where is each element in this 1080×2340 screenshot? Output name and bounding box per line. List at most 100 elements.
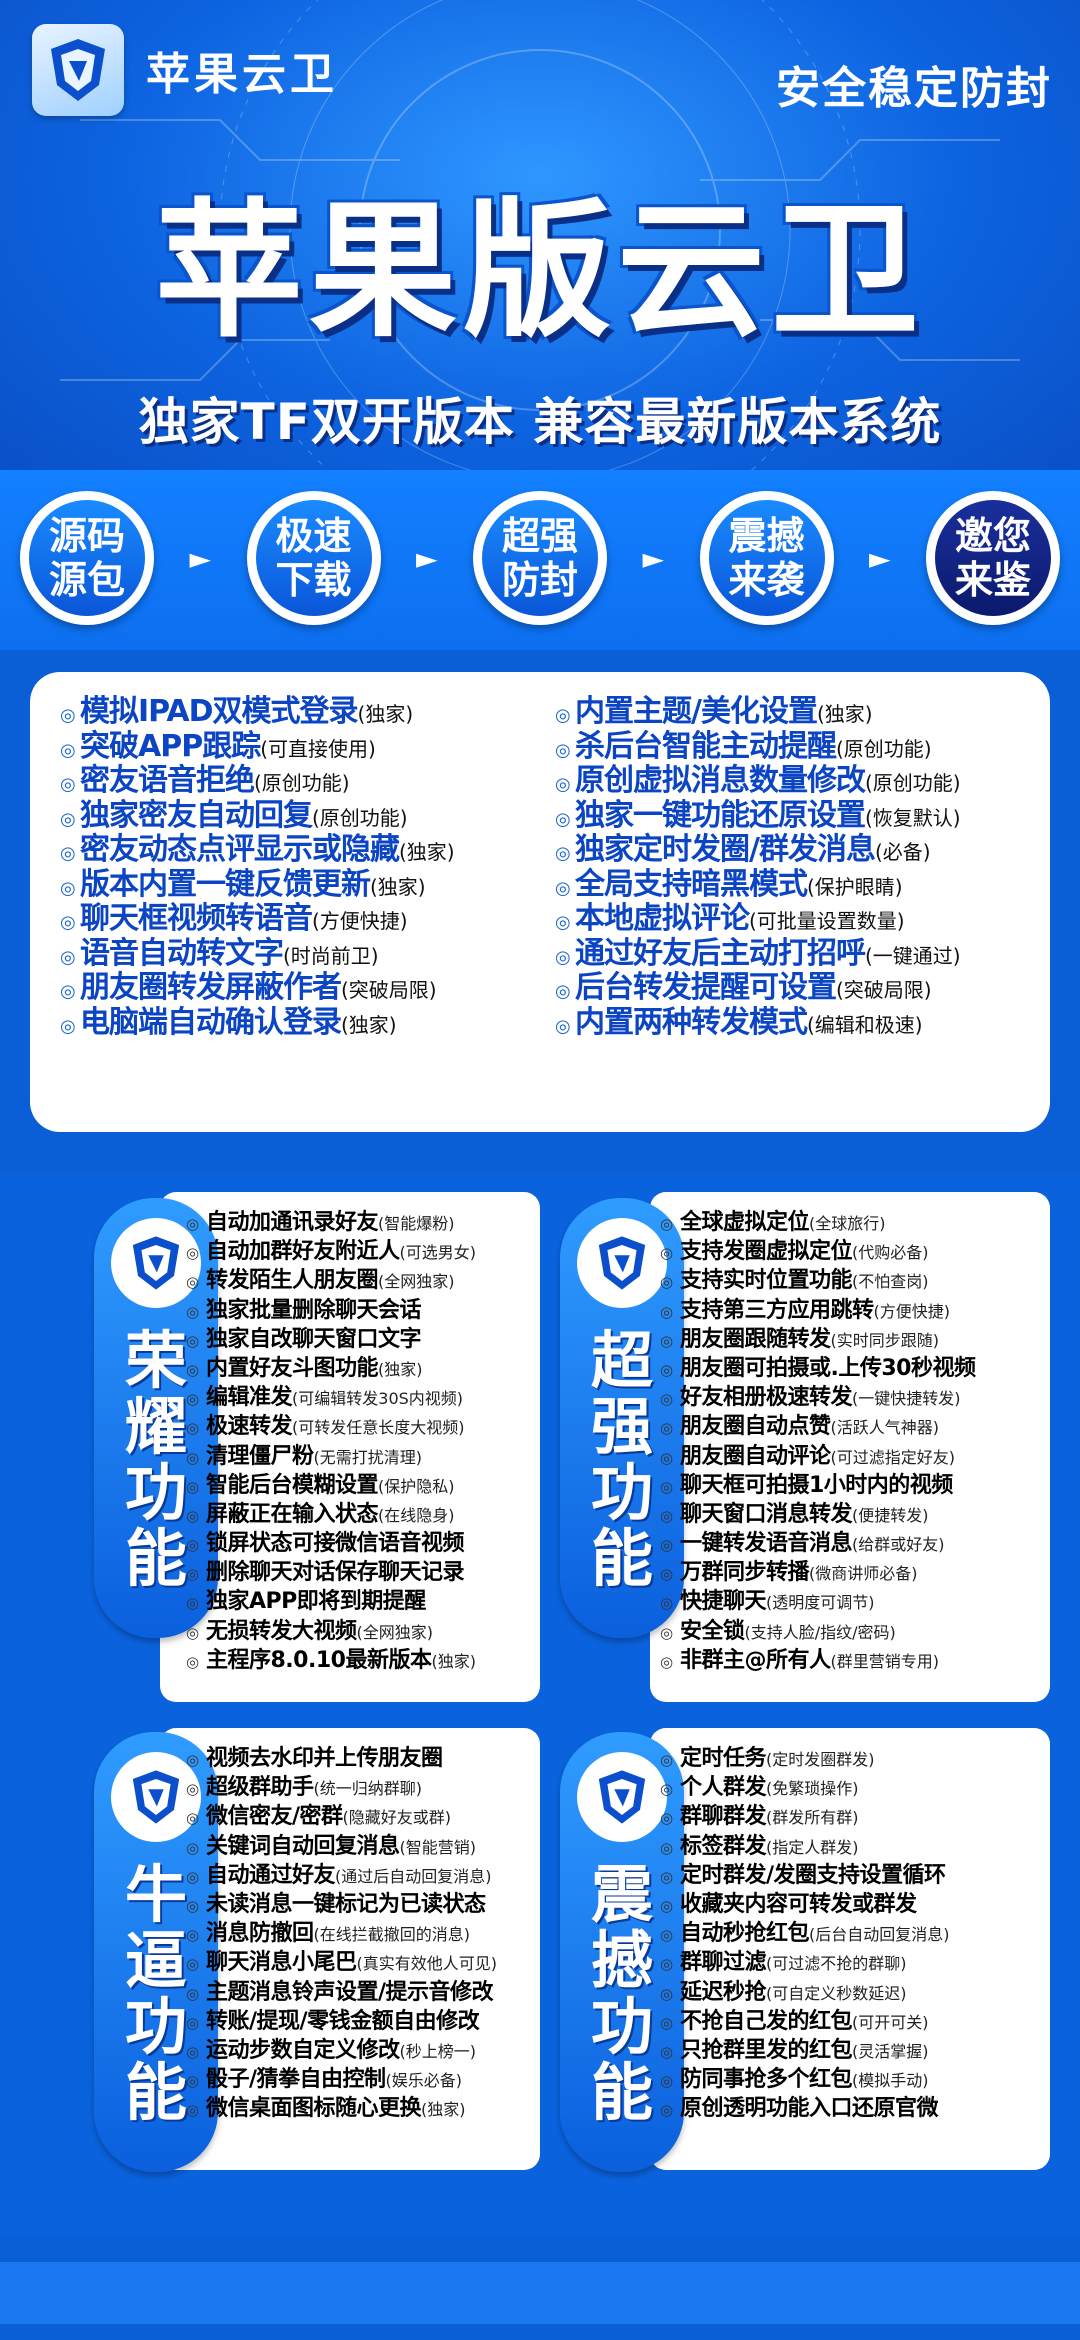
feature-title: 非群主@所有人 — [680, 1647, 831, 1673]
feature-title: 转发陌生人朋友圈 — [206, 1268, 379, 1294]
bullet-dot-icon: ◎ — [186, 1780, 200, 1799]
feature-title: 语音自动转文字 — [80, 935, 284, 971]
feature-note: (保护隐私) — [378, 1476, 455, 1496]
section-label-char: 能 — [590, 2056, 653, 2129]
feature-item: ◎ 后台转发提醒可设置 (突破局限) — [555, 962, 1055, 1005]
feature-note: (独家) — [431, 1651, 476, 1671]
bullet-dot-icon: ◎ — [186, 2072, 200, 2091]
badge-line: 超强 — [501, 514, 578, 558]
badge-line: 震撼 — [728, 514, 805, 558]
feature-title: 定时群发/发圈支持设置循环 — [680, 1862, 946, 1888]
feature-note: (原创功能) — [312, 805, 408, 830]
feature-column-left: ◎ 模拟IPAD双模式登录 (独家) ◎ 突破APP跟踪 (可直接使用) ◎ 密友语音拒绝 (原… — [60, 686, 560, 1040]
bullet-dot-icon: ◎ — [660, 1896, 674, 1915]
feature-item: ◎ 杀后台智能主动提醒 (原创功能) — [555, 721, 1055, 764]
bullet-dot-icon: ◎ — [186, 1652, 200, 1671]
feature-note: (透明度可调节) — [766, 1593, 875, 1613]
bullet-dot-icon: ◎ — [660, 1215, 674, 1233]
badge-row: 源码 源包 ► 极速 下载 ► 超强 防封 ► 震撼 来袭 ► 邀您 来鉴 — [20, 488, 1060, 628]
rongyao-tab: 荣耀功能 — [94, 1198, 218, 1638]
bullet-dot-icon: ◎ — [660, 1926, 674, 1945]
bullet-dot-icon: ◎ — [60, 705, 76, 726]
feature-note: (代购必备) — [852, 1243, 929, 1263]
feature-title: 微信桌面图标随心更换 — [206, 2096, 422, 2122]
badge: 源码 源包 — [20, 491, 154, 625]
feature-item: ◎ 原创透明功能入口还原官微 — [660, 2090, 950, 2121]
arrow-right-icon: ► — [642, 541, 665, 575]
feature-note: (必备) — [874, 840, 931, 864]
feature-note: (编辑和极速) — [807, 1012, 923, 1037]
feature-note: (娱乐必备) — [385, 2071, 463, 2091]
feature-title: 独家定时发圈/群发消息 — [575, 832, 876, 867]
feature-item: ◎ 朋友圈转发屏蔽作者 (突破局限) — [60, 962, 560, 1005]
feature-title: 独家批量删除聊天会话 — [206, 1297, 422, 1323]
feature-note: (原创功能) — [254, 771, 350, 795]
feature-note: (突破局限) — [341, 978, 437, 1002]
feature-title: 快捷聊天 — [680, 1589, 767, 1615]
bullet-dot-icon: ◎ — [186, 1926, 200, 1945]
badge-line: 来鉴 — [954, 558, 1031, 602]
feature-title: 超级群助手 — [206, 1775, 314, 1801]
niubi-feature-list: ◎ 视频去水印并上传朋友圈 ◎ 超级群助手 (统一归纳群聊) ◎ 微信密友/密群 (隐藏好友或… — [186, 1740, 498, 2122]
feature-title: 微信密友/密群 — [206, 1804, 343, 1830]
bullet-dot-icon: ◎ — [555, 1015, 571, 1037]
feature-note: (可选男女) — [399, 1243, 477, 1263]
badge-line: 下载 — [275, 558, 352, 602]
niubi-block — [160, 1728, 540, 2170]
feature-title: 密友动态点评显示或隐藏 — [80, 832, 400, 867]
feature-title: 主程序8.0.10最新版本 — [206, 1647, 432, 1673]
bullet-dot-icon: ◎ — [660, 1244, 674, 1263]
feature-title: 朋友圈自动点赞 — [680, 1414, 831, 1440]
feature-title: 安全锁 — [680, 1618, 745, 1644]
feature-note: (可直接使用) — [260, 736, 376, 761]
bullet-dot-icon: ◎ — [60, 808, 76, 830]
feature-item: ◎ 聊天框可拍摄1小时内的视频 — [660, 1467, 975, 1498]
feature-item: ◎ 延迟秒抢 (可自定义秒数延迟) — [660, 1974, 950, 2005]
feature-item: ◎ 智能后台模糊设置 (保护隐私) — [186, 1467, 476, 1498]
feature-title: 极速转发 — [206, 1414, 293, 1440]
feature-item: ◎ 密友动态点评显示或隐藏 (独家) — [60, 824, 560, 867]
feature-title: 支持发圈虚拟定位 — [680, 1239, 853, 1265]
feature-title: 模拟IPAD双模式登录 — [80, 694, 359, 729]
feature-title: 突破APP跟踪 — [80, 728, 261, 764]
arrow-right-icon: ► — [189, 541, 212, 575]
section-label-char: 耀 — [124, 1390, 187, 1463]
feature-title: 不抢自己发的红包 — [680, 2008, 853, 2034]
bullet-dot-icon: ◎ — [660, 2013, 674, 2032]
bullet-dot-icon: ◎ — [660, 1477, 674, 1496]
feature-item: ◎ 密友语音拒绝 (原创功能) — [60, 755, 560, 798]
badge-line: 来袭 — [728, 558, 805, 602]
feature-item: ◎ 转账/提现/零钱金额自由修改 — [186, 2003, 497, 2034]
feature-title: 聊天消息小尾巴 — [206, 1950, 357, 1976]
feature-item: ◎ 微信桌面图标随心更换 (独家) — [186, 2090, 497, 2122]
feature-note: (一键快捷转发) — [852, 1389, 961, 1409]
feature-note: (在线隐身) — [378, 1505, 455, 1525]
bullet-dot-icon: ◎ — [186, 2042, 200, 2061]
bullet-dot-icon: ◎ — [555, 808, 571, 830]
section-label: 超强功能 — [560, 1328, 684, 1592]
feature-item: ◎ 删除聊天对话保存聊天记录 — [186, 1554, 476, 1586]
bullet-dot-icon: ◎ — [660, 1565, 674, 1584]
feature-title: 只抢群里发的红包 — [680, 2037, 853, 2063]
feature-note: (实时同步跟随) — [830, 1330, 940, 1350]
feature-title: 自动加群好友附近人 — [206, 1239, 400, 1265]
feature-note: (指定人群发) — [766, 1837, 859, 1857]
feature-note: (真实有效他人可见) — [356, 1954, 498, 1974]
feature-note: (秒上榜一) — [399, 2041, 477, 2061]
shield-logo-icon — [577, 1752, 667, 1842]
feature-title: 删除聊天对话保存聊天记录 — [206, 1560, 465, 1586]
feature-title: 屏蔽正在输入状态 — [206, 1501, 379, 1527]
bullet-dot-icon: ◎ — [186, 1215, 200, 1233]
feature-item: ◎ 朋友圈自动点赞 (活跃人气神器) — [660, 1408, 975, 1440]
feature-title: 自动加通讯录好友 — [206, 1210, 379, 1235]
feature-title: 定时任务 — [680, 1746, 767, 1771]
feature-note: (可批量设置数量) — [749, 909, 905, 933]
feature-item: ◎ 运动步数自定义修改 (秒上榜一) — [186, 2032, 497, 2063]
bullet-dot-icon: ◎ — [555, 774, 571, 795]
bullet-dot-icon: ◎ — [555, 946, 571, 968]
feature-note: (可编辑转发30S内视频) — [292, 1389, 464, 1409]
feature-item: ◎ 标签群发 (指定人群发) — [660, 1828, 950, 1859]
feature-item: ◎ 好友相册极速转发 (一键快捷转发) — [660, 1379, 975, 1410]
badge: 超强 防封 — [473, 491, 607, 625]
badge-line: 邀您 — [954, 514, 1031, 558]
